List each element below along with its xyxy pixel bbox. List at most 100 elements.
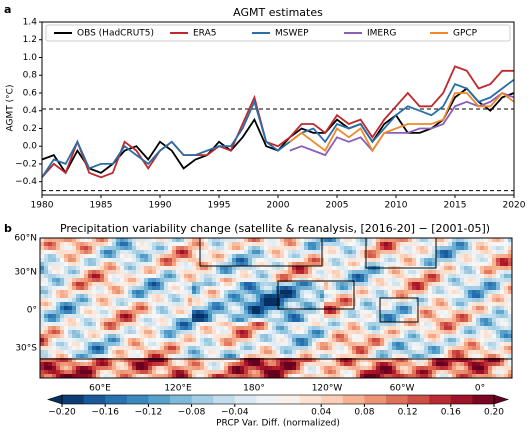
map-cell <box>164 314 168 318</box>
map-cell <box>220 250 224 254</box>
map-cell <box>208 286 212 290</box>
map-cell <box>456 274 460 278</box>
map-cell <box>428 374 432 378</box>
map-cell <box>396 330 400 334</box>
map-cell <box>152 302 156 306</box>
map-cell <box>336 338 340 342</box>
map-cell <box>224 314 228 318</box>
map-cell <box>104 278 108 282</box>
map-cell <box>324 362 328 366</box>
map-cell <box>40 326 44 330</box>
map-cell <box>84 254 88 258</box>
map-cell <box>244 310 248 314</box>
map-cell <box>88 370 92 374</box>
map-cell <box>376 346 380 350</box>
map-cell <box>424 342 428 346</box>
map-cell <box>220 266 224 270</box>
map-cell <box>60 358 64 362</box>
map-cell <box>164 246 168 250</box>
map-cell <box>484 290 488 294</box>
map-cell <box>280 270 284 274</box>
map-cell <box>244 278 248 282</box>
map-cell <box>48 330 52 334</box>
map-cell <box>336 246 340 250</box>
map-cell <box>448 250 452 254</box>
map-cell <box>72 274 76 278</box>
map-cell <box>236 270 240 274</box>
map-cell <box>288 306 292 310</box>
map-cell <box>100 254 104 258</box>
map-cell <box>456 278 460 282</box>
map-cell <box>432 354 436 358</box>
map-cell <box>208 274 212 278</box>
map-cell <box>256 370 260 374</box>
map-cell <box>164 250 168 254</box>
map-cell <box>212 326 216 330</box>
map-cell <box>396 262 400 266</box>
map-cell <box>428 270 432 274</box>
map-cell <box>408 314 412 318</box>
map-cell <box>100 354 104 358</box>
map-cell <box>304 314 308 318</box>
map-cell <box>360 274 364 278</box>
map-cell <box>236 310 240 314</box>
map-cell <box>44 314 48 318</box>
map-cell <box>460 306 464 310</box>
map-cell <box>120 326 124 330</box>
map-cell <box>452 274 456 278</box>
map-cell <box>168 362 172 366</box>
map-cell <box>264 238 268 242</box>
map-cell <box>92 318 96 322</box>
map-cell <box>380 366 384 370</box>
map-cell <box>296 346 300 350</box>
map-cell <box>304 290 308 294</box>
map-cell <box>428 294 432 298</box>
map-cell <box>468 374 472 378</box>
map-cell <box>360 254 364 258</box>
map-cell <box>68 338 72 342</box>
map-cell <box>108 326 112 330</box>
map-cell <box>212 322 216 326</box>
map-cell <box>164 258 168 262</box>
map-cell <box>236 246 240 250</box>
map-cell <box>200 334 204 338</box>
map-cell <box>256 266 260 270</box>
map-cell <box>440 274 444 278</box>
map-cell <box>104 242 108 246</box>
map-cell <box>132 342 136 346</box>
map-cell <box>224 302 228 306</box>
map-cell <box>324 258 328 262</box>
map-cell <box>420 346 424 350</box>
map-cell <box>316 238 320 242</box>
map-cell <box>228 274 232 278</box>
map-cell <box>92 282 96 286</box>
map-cell <box>364 366 368 370</box>
map-cell <box>216 358 220 362</box>
map-cell <box>144 242 148 246</box>
map-cell <box>328 326 332 330</box>
map-cell <box>440 354 444 358</box>
map-cell <box>368 318 372 322</box>
map-cell <box>420 314 424 318</box>
map-cell <box>300 246 304 250</box>
map-cell <box>412 302 416 306</box>
map-cell <box>168 354 172 358</box>
map-cell <box>220 274 224 278</box>
map-cell <box>352 310 356 314</box>
map-cell <box>388 310 392 314</box>
map-cell <box>136 322 140 326</box>
map-cell <box>188 250 192 254</box>
map-cell <box>232 286 236 290</box>
map-cell <box>320 290 324 294</box>
map-cell <box>284 322 288 326</box>
map-cell <box>220 238 224 242</box>
map-cell <box>140 298 144 302</box>
map-cell <box>204 266 208 270</box>
map-cell <box>464 314 468 318</box>
map-cell <box>504 290 508 294</box>
map-cell <box>492 370 496 374</box>
map-cell <box>124 370 128 374</box>
map-cell <box>416 286 420 290</box>
map-cell <box>288 374 292 378</box>
map-cell <box>116 262 120 266</box>
